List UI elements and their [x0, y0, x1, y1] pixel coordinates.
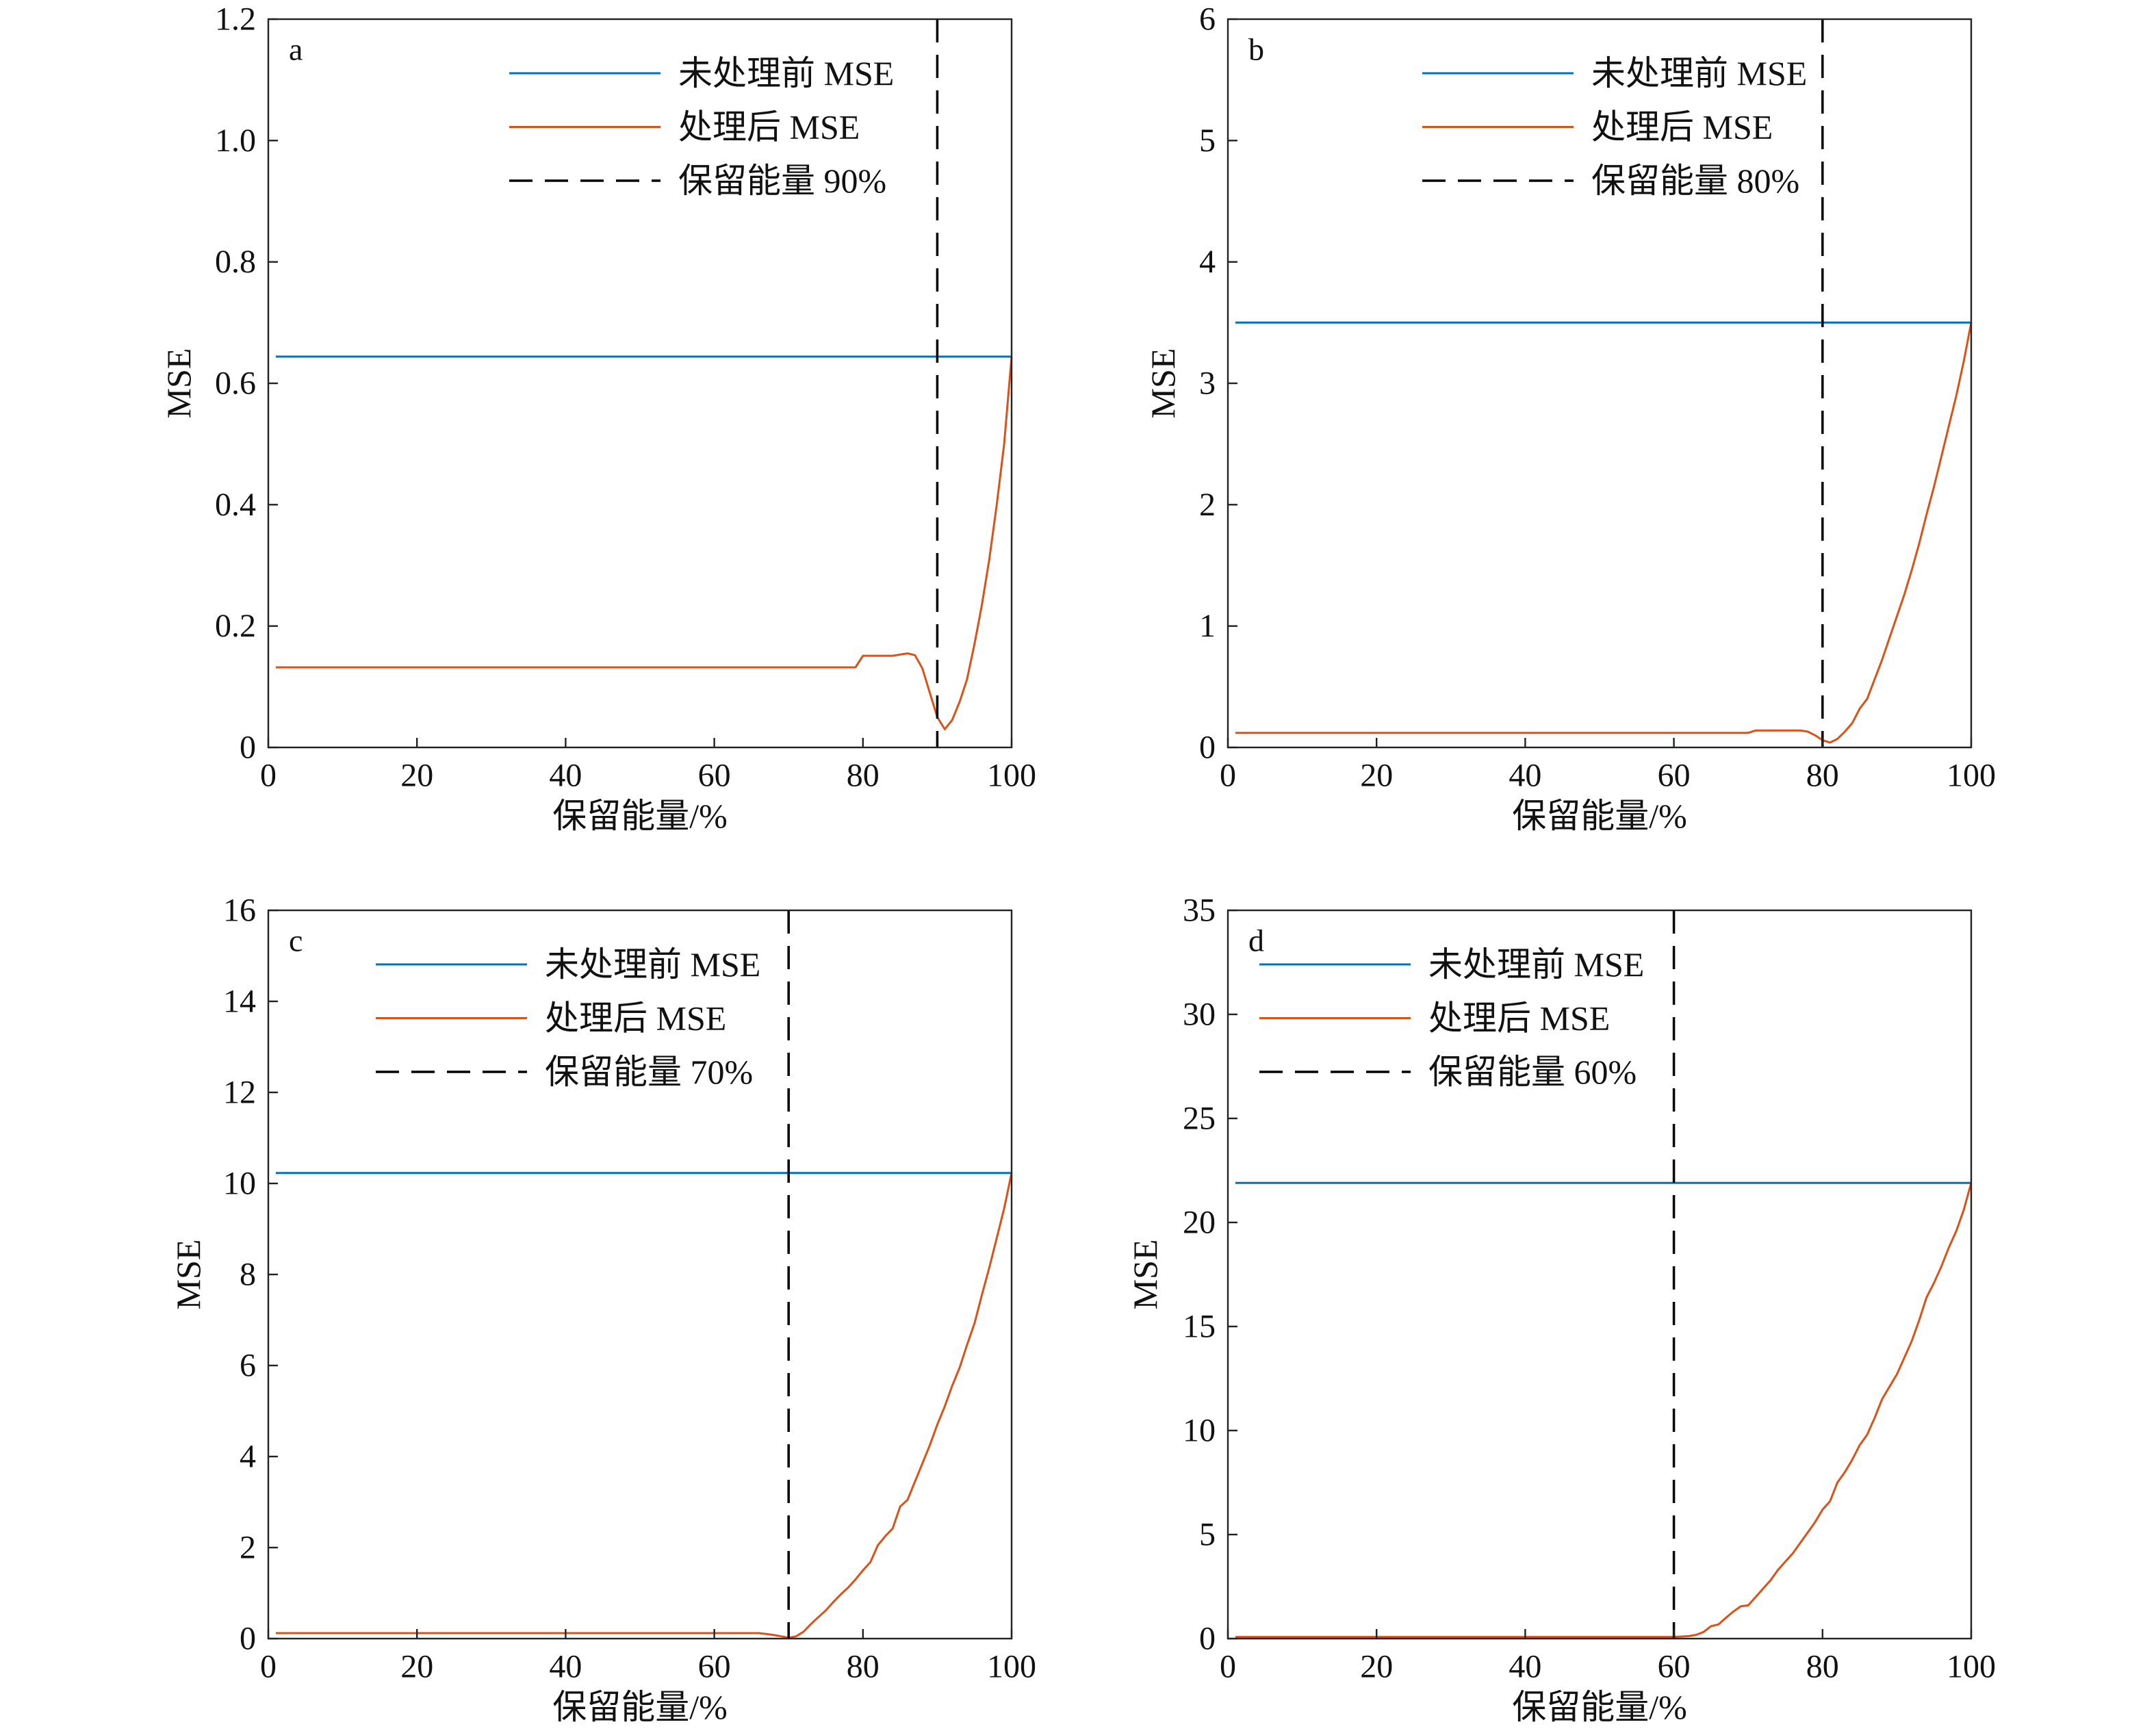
- y-tick-label: 30: [1183, 997, 1216, 1033]
- processed-mse-line: [275, 1172, 1013, 1639]
- plot-frame: [267, 18, 1013, 749]
- y-tick-label: 0: [1199, 730, 1216, 766]
- x-tick-label: 20: [400, 758, 433, 794]
- x-tick-label: 0: [1220, 758, 1236, 794]
- y-tick-label: 25: [1183, 1101, 1216, 1137]
- legend: 未处理前 MSE 处理后 MSE 保留能量 60%: [1259, 945, 1644, 1091]
- y-tick-label: 1: [1199, 608, 1216, 644]
- y-tick-label: 0: [240, 1621, 256, 1657]
- y-tick-label: 4: [1199, 244, 1216, 280]
- processed-mse-line: [1235, 1182, 1973, 1639]
- y-tick-label: 2: [240, 1530, 256, 1566]
- y-tick-label: 12: [223, 1075, 256, 1111]
- y-axis-label: MSE: [1144, 348, 1182, 419]
- y-tick-label: 0: [1199, 1621, 1216, 1657]
- x-axis-label: 保留能量/%: [552, 1688, 728, 1726]
- x-tick-label: 40: [549, 1649, 582, 1685]
- legend: 未处理前 MSE 处理后 MSE 保留能量 80%: [1422, 54, 1807, 200]
- x-tick-label: 20: [400, 1649, 433, 1685]
- legend-label: 未处理前 MSE: [1428, 945, 1644, 984]
- y-tick-label: 14: [223, 984, 256, 1020]
- chart-panel-a: 0 20 40 60 80 100 0 0.2 0.4 0.6 0.8 1.0 1.2 保留能量/% MSE…: [159, 1, 1036, 836]
- y-tick-label: 35: [1183, 893, 1216, 929]
- y-axis-label: MSE: [159, 348, 198, 419]
- x-tick-label: 20: [1360, 1649, 1393, 1685]
- x-tick-label: 100: [987, 1649, 1036, 1685]
- x-tick-label: 0: [260, 1649, 277, 1685]
- y-tick-label: 6: [1199, 1, 1216, 38]
- x-tick-label: 80: [847, 758, 880, 794]
- y-tick-label: 1.0: [215, 123, 256, 159]
- legend-label: 处理后 MSE: [1428, 999, 1610, 1038]
- x-tick-label: 40: [1509, 758, 1541, 794]
- legend-label: 处理后 MSE: [545, 999, 726, 1038]
- x-tick-label: 100: [987, 758, 1036, 794]
- plot-frame: [1227, 909, 1973, 1640]
- legend-label: 处理后 MSE: [678, 108, 860, 146]
- x-tick-label: 100: [1947, 758, 1996, 794]
- processed-mse-line: [275, 356, 1013, 730]
- y-tick-label: 0.2: [215, 608, 256, 644]
- y-axis-label: MSE: [1126, 1240, 1164, 1310]
- x-axis-label: 保留能量/%: [552, 797, 728, 835]
- y-tick-label: 10: [1183, 1413, 1216, 1449]
- y-tick-label: 0: [240, 730, 256, 766]
- panel-label: d: [1248, 923, 1264, 958]
- y-tick-label: 4: [240, 1439, 256, 1475]
- chart-panel-c: 0 20 40 60 80 100 0 2 4 6 8 10 12 14 16 保留能量/% MSE c 未处理前 …: [169, 893, 1036, 1727]
- x-tick-label: 0: [1220, 1649, 1236, 1685]
- legend-label: 保留能量 90%: [678, 162, 886, 200]
- x-tick-label: 20: [1360, 758, 1393, 794]
- chart-panel-d: 0 20 40 60 80 10005101520253035保留能量/%MSEd未处理前…: [1126, 893, 1996, 1727]
- y-tick-label: 10: [223, 1166, 256, 1202]
- legend-label: 处理后 MSE: [1591, 108, 1773, 146]
- legend-label: 未处理前 MSE: [1591, 54, 1807, 92]
- x-tick-label: 60: [698, 1649, 731, 1685]
- y-tick-label: 1.2: [215, 1, 256, 38]
- legend: 未处理前 MSE 处理后 MSE 保留能量 90%: [509, 54, 894, 200]
- x-tick-label: 40: [549, 758, 582, 794]
- y-tick-label: 15: [1183, 1309, 1216, 1345]
- x-axis-label: 保留能量/%: [1512, 1688, 1687, 1726]
- legend-label: 保留能量 80%: [1591, 162, 1799, 200]
- x-tick-label: 80: [1806, 1649, 1839, 1685]
- chart-panel-b: 0 20 40 60 80 100 0 1 2 3 4 5 6 保留能量/% MSE b 未处理前 MSE 处理后…: [1144, 1, 1996, 836]
- y-tick-label: 0.8: [215, 244, 256, 280]
- x-tick-label: 80: [1806, 758, 1839, 794]
- y-tick-label: 6: [240, 1348, 256, 1384]
- panel-label: b: [1248, 32, 1264, 67]
- panel-label: a: [289, 32, 303, 67]
- x-tick-label: 60: [698, 758, 731, 794]
- y-tick-label: 8: [240, 1257, 256, 1293]
- y-tick-label: 0.4: [215, 487, 256, 523]
- legend: 未处理前 MSE 处理后 MSE 保留能量 70%: [376, 945, 760, 1091]
- legend-label: 未处理前 MSE: [545, 945, 760, 984]
- processed-mse-line: [1235, 322, 1973, 744]
- y-axis-label: MSE: [169, 1240, 207, 1310]
- y-tick-label: 0.6: [215, 366, 256, 402]
- y-tick-label: 16: [223, 893, 256, 929]
- y-tick-label: 5: [1199, 1517, 1216, 1553]
- x-tick-label: 80: [847, 1649, 880, 1685]
- panel-label: c: [289, 923, 303, 958]
- x-tick-label: 40: [1509, 1649, 1541, 1685]
- x-tick-label: 60: [1658, 758, 1691, 794]
- y-tick-label: 5: [1199, 123, 1216, 159]
- legend-label: 未处理前 MSE: [678, 54, 894, 92]
- x-tick-label: 100: [1947, 1649, 1996, 1685]
- y-tick-label: 3: [1199, 366, 1216, 402]
- y-tick-label: 2: [1199, 487, 1216, 523]
- legend-label: 保留能量 70%: [545, 1053, 753, 1091]
- x-tick-label: 60: [1658, 1649, 1691, 1685]
- x-tick-label: 0: [260, 758, 277, 794]
- y-tick-label: 20: [1183, 1205, 1216, 1241]
- legend-label: 保留能量 60%: [1428, 1053, 1637, 1091]
- x-axis-label: 保留能量/%: [1512, 797, 1687, 835]
